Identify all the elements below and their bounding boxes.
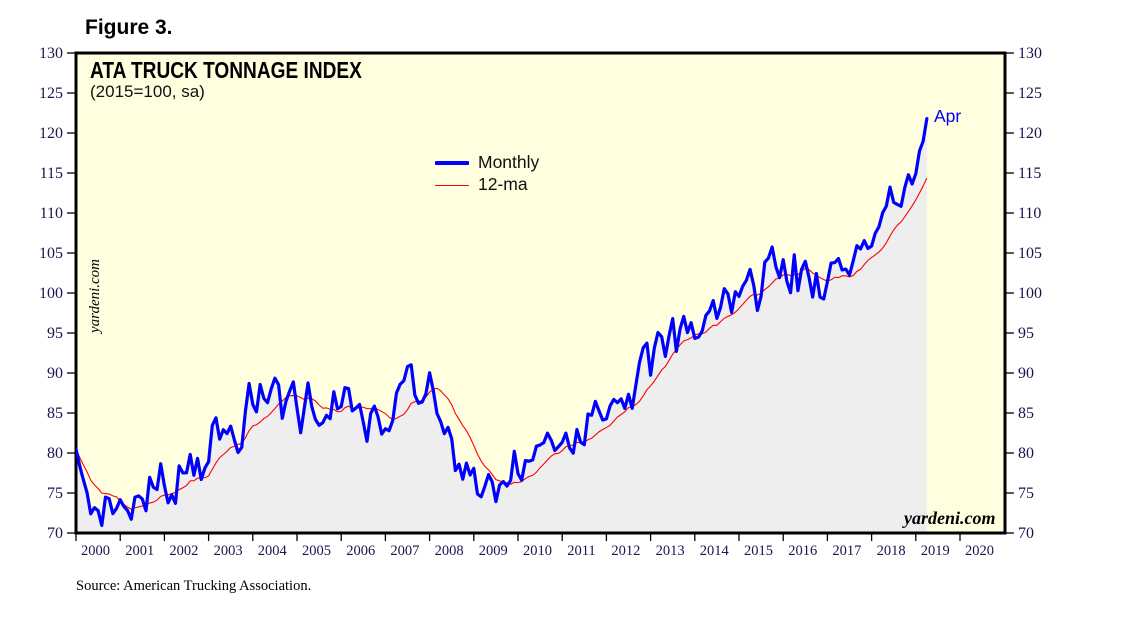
svg-text:2001: 2001 — [125, 543, 154, 559]
svg-text:2004: 2004 — [258, 543, 288, 559]
svg-text:2018: 2018 — [877, 543, 906, 559]
svg-text:Apr: Apr — [934, 106, 961, 126]
svg-text:125: 125 — [1018, 85, 1042, 102]
svg-text:105: 105 — [39, 245, 63, 262]
svg-text:2006: 2006 — [346, 543, 375, 559]
svg-text:2011: 2011 — [567, 543, 595, 559]
svg-text:70: 70 — [1018, 525, 1034, 542]
svg-text:105: 105 — [1018, 245, 1042, 262]
svg-text:2008: 2008 — [435, 543, 464, 559]
svg-text:110: 110 — [40, 205, 63, 222]
svg-text:120: 120 — [1018, 125, 1042, 142]
svg-text:2015: 2015 — [744, 543, 773, 559]
svg-text:80: 80 — [1018, 445, 1034, 462]
svg-text:85: 85 — [47, 405, 63, 422]
svg-text:75: 75 — [47, 485, 63, 502]
svg-text:70: 70 — [47, 525, 63, 542]
svg-text:100: 100 — [39, 285, 63, 302]
svg-text:2010: 2010 — [523, 543, 552, 559]
svg-text:110: 110 — [1018, 205, 1041, 222]
svg-text:2020: 2020 — [965, 543, 994, 559]
svg-text:2013: 2013 — [656, 543, 685, 559]
svg-text:75: 75 — [1018, 485, 1034, 502]
svg-text:2000: 2000 — [81, 543, 110, 559]
svg-text:115: 115 — [40, 165, 63, 182]
svg-text:130: 130 — [39, 45, 63, 62]
svg-text:115: 115 — [1018, 165, 1041, 182]
svg-text:95: 95 — [47, 325, 63, 342]
svg-text:2014: 2014 — [700, 543, 730, 559]
svg-text:2012: 2012 — [611, 543, 640, 559]
svg-text:2016: 2016 — [788, 543, 817, 559]
svg-text:2003: 2003 — [214, 543, 243, 559]
svg-text:2019: 2019 — [921, 543, 950, 559]
svg-text:100: 100 — [1018, 285, 1042, 302]
svg-text:2007: 2007 — [390, 543, 419, 559]
svg-text:85: 85 — [1018, 405, 1034, 422]
svg-text:2009: 2009 — [479, 543, 508, 559]
svg-text:95: 95 — [1018, 325, 1034, 342]
svg-text:80: 80 — [47, 445, 63, 462]
svg-text:125: 125 — [39, 85, 63, 102]
svg-text:130: 130 — [1018, 45, 1042, 62]
svg-text:120: 120 — [39, 125, 63, 142]
svg-text:2017: 2017 — [832, 543, 861, 559]
svg-text:2002: 2002 — [169, 543, 198, 559]
svg-text:90: 90 — [47, 365, 63, 382]
svg-text:90: 90 — [1018, 365, 1034, 382]
svg-text:2005: 2005 — [302, 543, 331, 559]
